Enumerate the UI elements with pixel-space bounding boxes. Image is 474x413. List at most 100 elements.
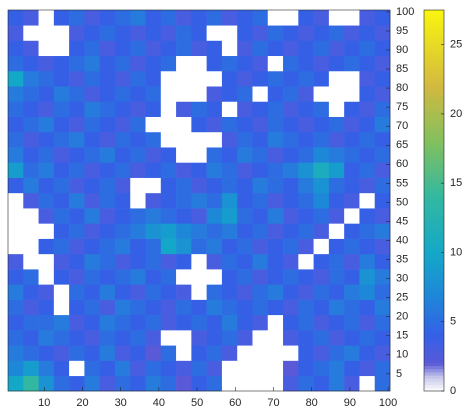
heat-cell	[328, 177, 345, 194]
heat-cell	[176, 253, 192, 270]
colorbar-step	[424, 165, 444, 170]
heat-cell	[23, 208, 39, 224]
heat-cell	[267, 116, 284, 133]
heat-cell	[84, 253, 100, 270]
colorbar-step	[424, 54, 444, 59]
colorbar-step	[424, 117, 444, 122]
heat-cell	[145, 284, 162, 300]
heat-cell	[221, 55, 238, 72]
heat-cell	[191, 192, 207, 209]
colorbar-step	[424, 257, 444, 262]
heat-cell	[359, 70, 376, 87]
heat-cell	[53, 299, 70, 316]
heat-cell	[344, 86, 360, 102]
heat-cell	[267, 177, 284, 194]
colorbar-step	[424, 149, 444, 154]
heat-cell	[8, 284, 24, 300]
colorbar-step	[424, 387, 444, 392]
colorbar-step	[424, 365, 444, 370]
heat-cell	[328, 208, 345, 224]
heat-cell	[176, 177, 192, 194]
colorbar-step	[424, 346, 444, 351]
heat-cell	[176, 345, 192, 361]
heat-cell	[252, 40, 269, 57]
heat-cell	[359, 284, 376, 300]
colorbar-step	[424, 384, 444, 389]
colorbar-step	[424, 184, 444, 189]
heat-cell	[69, 284, 85, 300]
heat-cell	[344, 208, 360, 224]
heat-cell	[374, 131, 391, 148]
heat-cell	[145, 208, 162, 224]
heat-cell	[344, 70, 360, 87]
heat-cell	[344, 40, 360, 57]
heat-cell	[23, 40, 39, 57]
heat-cell	[191, 314, 207, 331]
heat-cell	[191, 299, 207, 316]
colorbar-step	[424, 57, 444, 62]
heat-cell	[160, 40, 177, 57]
heat-cell	[8, 101, 24, 117]
heat-cell	[298, 223, 314, 239]
heat-cell	[160, 284, 177, 300]
heat-cell	[359, 314, 376, 331]
heat-cell	[176, 284, 192, 300]
heat-cell	[8, 375, 24, 392]
heat-cell	[252, 284, 269, 300]
heat-cell	[8, 360, 24, 377]
heat-cell	[298, 86, 314, 102]
heat-cell	[283, 192, 299, 209]
heat-cell	[328, 299, 345, 316]
heat-cell	[145, 223, 162, 239]
heat-cell	[359, 360, 376, 377]
heat-cell	[344, 223, 360, 239]
heat-cell	[145, 131, 162, 148]
heat-cell	[206, 375, 223, 392]
heat-cell	[206, 40, 223, 57]
heat-cell	[237, 360, 253, 377]
heat-cell	[359, 55, 376, 72]
heat-cell	[23, 147, 39, 163]
heat-cell	[69, 238, 85, 255]
colorbar-frame	[423, 9, 445, 392]
heat-cell	[283, 147, 299, 163]
heat-cell	[23, 192, 39, 209]
heat-cell	[8, 131, 24, 148]
colorbar-step	[424, 51, 444, 55]
heat-cell	[374, 86, 391, 102]
heat-cell	[8, 162, 24, 178]
heat-cell	[53, 253, 70, 270]
heat-cell	[328, 147, 345, 163]
colorbar-step	[424, 162, 444, 167]
y-tick-label: 65	[396, 139, 408, 151]
heat-cell	[283, 314, 299, 331]
heat-cell	[328, 223, 345, 239]
heat-cell	[328, 70, 345, 87]
heat-cell	[206, 345, 223, 361]
heat-cell	[8, 299, 24, 316]
heat-cell	[53, 223, 70, 239]
heat-cell	[145, 253, 162, 270]
heat-cell	[283, 330, 299, 346]
heat-cell	[313, 375, 330, 392]
heat-cell	[237, 345, 253, 361]
heat-cell	[84, 70, 100, 87]
colorbar-step	[424, 222, 444, 227]
heat-cell	[38, 253, 55, 270]
heat-cell	[283, 55, 299, 72]
heat-cell	[53, 330, 70, 346]
heat-cell	[328, 284, 345, 300]
colorbar-step	[424, 273, 444, 278]
heat-cell	[206, 162, 223, 178]
heat-cell	[206, 269, 223, 285]
y-tick-label: 15	[396, 330, 408, 342]
heat-cell	[221, 192, 238, 209]
heat-cell	[328, 86, 345, 102]
heat-cell	[114, 360, 131, 377]
heat-cell	[69, 10, 85, 26]
heat-cell	[38, 10, 55, 26]
heat-cell	[160, 345, 177, 361]
heat-cell	[206, 208, 223, 224]
heat-cell	[252, 101, 269, 117]
heat-cell	[8, 40, 24, 57]
